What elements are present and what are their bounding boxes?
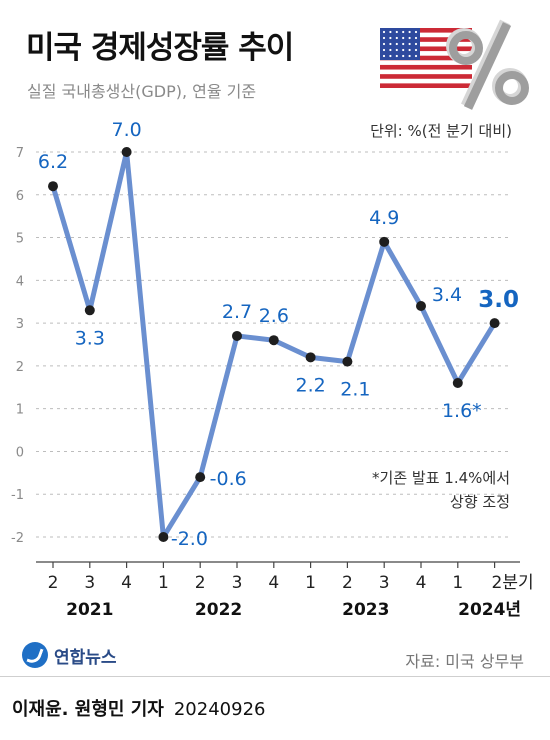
y-tick-label: 7 <box>16 146 24 161</box>
x-tick-label: 1 <box>305 573 316 593</box>
data-label: 2.2 <box>295 374 325 396</box>
byline: 이재윤. 원형민 기자 20240926 <box>12 695 265 721</box>
x-tick-label: 4 <box>416 573 427 593</box>
byline-authors: 이재윤. 원형민 기자 <box>12 699 164 720</box>
data-label: 2.1 <box>340 379 370 401</box>
logo-text: 연합뉴스 <box>54 647 117 668</box>
data-point <box>158 532 169 542</box>
chart-subtitle: 실질 국내총생산(GDP), 연율 기준 <box>27 82 257 101</box>
x-tick-label: 4 <box>121 573 132 593</box>
x-tick-label: 3 <box>84 573 95 593</box>
data-point <box>121 147 132 157</box>
footer-bar <box>0 676 550 740</box>
data-label: -2.0 <box>171 528 208 550</box>
annotation: *기존 발표 1.4%에서 상향 조정 <box>372 469 510 511</box>
x-tick-label: 1 <box>452 573 463 593</box>
year-label: 2023 <box>342 600 389 620</box>
data-point <box>268 335 279 346</box>
x-tick-label: 3 <box>379 573 390 593</box>
data-point <box>195 472 206 483</box>
data-point <box>84 305 95 316</box>
data-label: 6.2 <box>38 151 68 173</box>
y-tick-label: -2 <box>11 531 24 546</box>
year-label: 2022 <box>195 600 242 620</box>
y-tick-label: 1 <box>16 403 24 418</box>
yonhap-logo-icon <box>22 642 48 668</box>
data-point <box>452 378 463 388</box>
y-tick-label: -1 <box>11 488 24 503</box>
data-point <box>489 318 500 329</box>
data-label: 7.0 <box>111 119 141 141</box>
data-point <box>416 301 426 311</box>
y-tick-label: 3 <box>16 317 24 332</box>
x-tick-label: 1 <box>158 573 169 593</box>
unit-label: 단위: %(전 분기 대비) <box>370 122 512 140</box>
byline-date: 20240926 <box>173 699 266 720</box>
data-label: 2.7 <box>222 301 252 323</box>
data-label: 3.4 <box>432 284 462 306</box>
x-tick-label: 2분기 <box>492 573 534 593</box>
data-labels: 6.2 3.3 7.0 -2.0 -0.6 2.7 2.6 2.2 2.1 4.9 3.4 1.6* 3… <box>38 119 519 550</box>
y-tick-label: 0 <box>16 445 24 460</box>
x-tick-label: 3 <box>232 573 243 593</box>
y-tick-label: 4 <box>16 274 24 289</box>
x-tick-label: 2 <box>195 573 206 593</box>
year-label: 2021 <box>66 600 113 620</box>
data-point <box>342 356 353 367</box>
yonhap-logo: 연합뉴스 <box>22 642 117 668</box>
data-point <box>48 181 58 192</box>
data-point <box>232 330 242 341</box>
data-label: 1.6* <box>442 400 482 422</box>
data-label: 4.9 <box>369 207 399 229</box>
year-label: 2024년 <box>458 600 521 620</box>
data-label: 3.0 <box>478 287 519 313</box>
annotation-line2: 상향 조정 <box>450 493 510 511</box>
series-points <box>48 147 500 542</box>
x-tick-label: 2 <box>342 573 353 593</box>
source-label: 자료: 미국 상무부 <box>405 652 524 671</box>
x-tick-label: 2 <box>48 573 59 593</box>
y-tick-label: 6 <box>16 189 24 204</box>
annotation-line1: *기존 발표 1.4%에서 <box>372 469 510 487</box>
y-tick-label: 2 <box>16 360 24 375</box>
chart-title: 미국 경제성장률 추이 <box>26 30 294 66</box>
x-axis: 2 3 4 1 2 3 4 1 2 3 4 1 2분기 2021 2022 2023 2024년 <box>36 561 534 620</box>
x-tick-label: 4 <box>268 573 279 593</box>
data-label: -0.6 <box>210 468 247 490</box>
data-point <box>305 352 316 363</box>
y-tick-label: 5 <box>16 232 24 247</box>
data-label: 3.3 <box>75 327 105 349</box>
data-label: 2.6 <box>259 305 289 327</box>
data-point <box>379 236 390 247</box>
